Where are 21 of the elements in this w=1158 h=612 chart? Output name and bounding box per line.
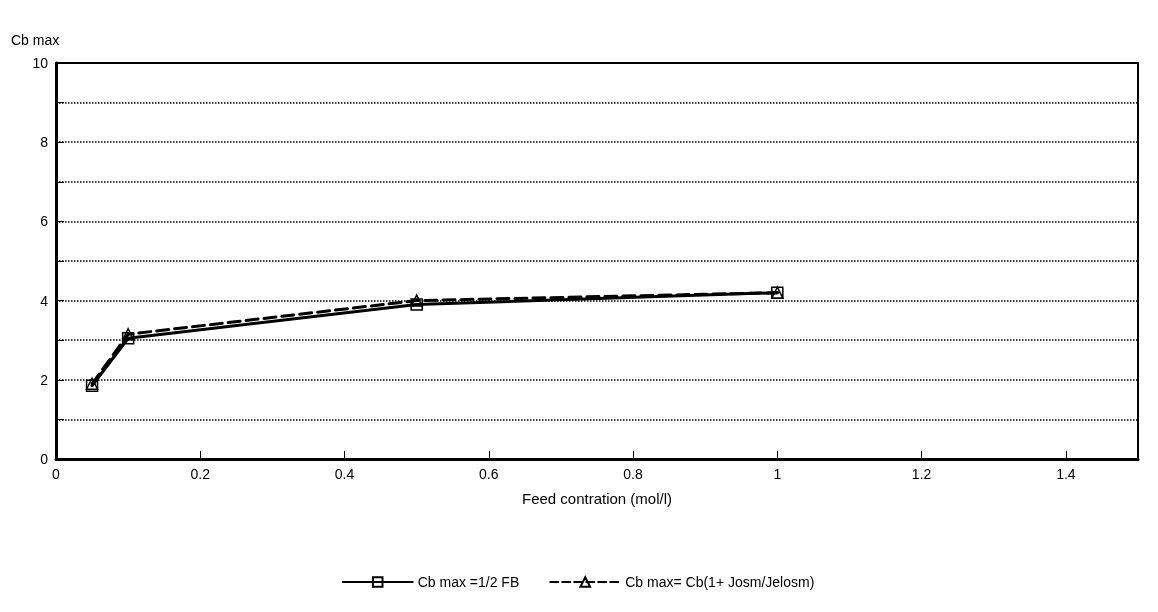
point	[410, 298, 423, 311]
legend-label: Cb max= Cb(1+ Josm/Jelosm)	[625, 574, 815, 590]
point	[121, 331, 135, 345]
x-tick-label: 0	[52, 466, 61, 482]
y-tick-label: 2	[40, 371, 49, 388]
x-axis-title: Feed contration (mol/l)	[521, 490, 673, 507]
y-tick-label: 8	[40, 134, 49, 151]
y-tick-label: 4	[40, 292, 49, 309]
y-tick-label: 10	[32, 55, 49, 71]
x-tick-label: 0.6	[479, 466, 499, 482]
x-tick-label: 0.8	[623, 466, 644, 482]
x-tick-label: 0.4	[334, 466, 355, 482]
legend-label: Cb max =1/2 FB	[417, 574, 520, 590]
point	[410, 294, 423, 307]
x-tick-label: 1.4	[1056, 466, 1076, 482]
x-tick-label: 0.2	[190, 466, 211, 482]
y-axis-title: Cb max	[11, 32, 60, 48]
y-tick-label: 6	[40, 213, 49, 230]
x-tick-label: 1	[773, 466, 782, 482]
x-tick-label: 1.2	[911, 466, 932, 482]
y-tick-label: 0	[40, 451, 49, 467]
